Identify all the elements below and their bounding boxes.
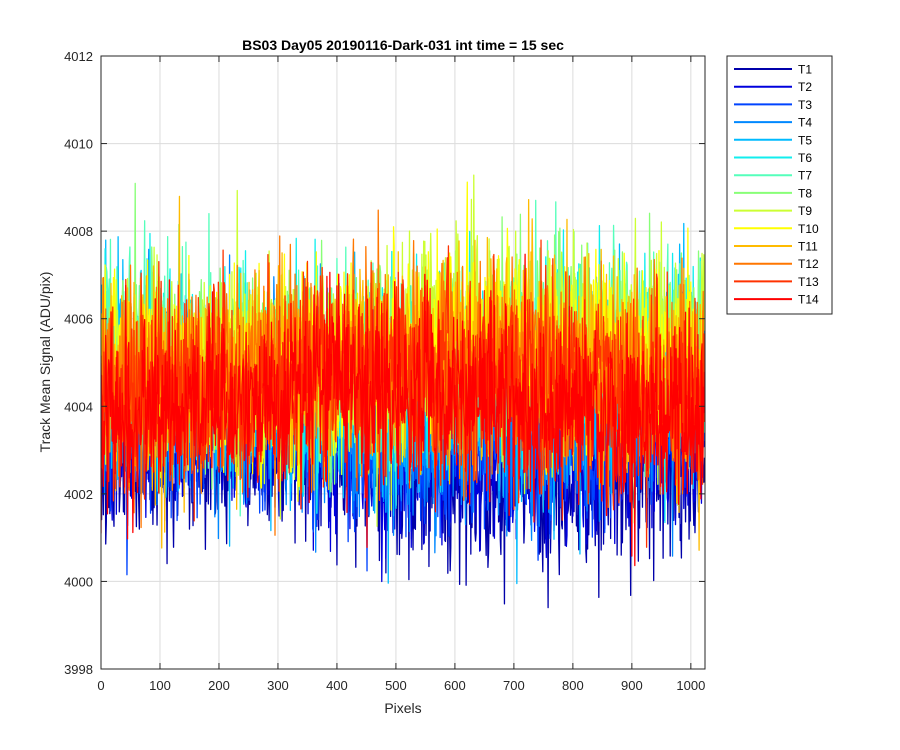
legend-label-t6: T6	[798, 151, 812, 165]
y-tick-label: 4012	[64, 49, 93, 64]
legend-items: T1 T2 T3 T4 T5 T6 T7 T8 T9 T10 T11 T12 T13 T14	[734, 63, 819, 307]
plot-area: 0 100 200 300 400 500 600 700 800 900 1000 3998 4000…	[64, 49, 706, 693]
chart-title: BS03 Day05 20190116-Dark-031 int time = …	[242, 37, 564, 53]
legend-label-t10: T10	[798, 222, 819, 236]
x-tick-label: 800	[562, 678, 584, 693]
legend-box	[726, 55, 833, 315]
legend-label-t11: T11	[798, 240, 818, 254]
y-tick-label: 4008	[64, 224, 93, 239]
x-tick-label: 900	[621, 678, 643, 693]
legend-label-t4: T4	[798, 116, 812, 130]
legend-label-t13: T13	[798, 275, 819, 289]
legend-label-t5: T5	[798, 133, 812, 147]
x-axis-label: Pixels	[384, 700, 421, 716]
legend-label-t8: T8	[798, 186, 812, 200]
y-tick-label: 4006	[64, 312, 93, 327]
x-tick-label: 400	[326, 678, 348, 693]
axis-ticks: 0 100 200 300 400 500 600 700 800 900 1000 3998 4000…	[64, 49, 705, 693]
x-tick-label: 600	[444, 678, 466, 693]
y-tick-label: 4010	[64, 137, 93, 152]
y-tick-label: 4002	[64, 487, 93, 502]
series-line-t13	[101, 239, 705, 548]
legend-label-t12: T12	[798, 257, 819, 271]
y-tick-label: 4004	[64, 399, 93, 414]
series-line-t14	[101, 253, 705, 567]
legend-label-t7: T7	[798, 169, 812, 183]
legend-label-t9: T9	[798, 204, 812, 218]
y-tick-label: 3998	[64, 662, 93, 677]
x-tick-label: 200	[208, 678, 230, 693]
x-tick-label: 0	[97, 678, 104, 693]
y-tick-label: 4000	[64, 574, 93, 589]
legend: T1 T2 T3 T4 T5 T6 T7 T8 T9 T10 T11 T12 T13 T14	[726, 55, 833, 315]
x-tick-label: 700	[503, 678, 525, 693]
x-tick-label: 1000	[676, 678, 705, 693]
series-group	[101, 174, 705, 609]
x-tick-label: 500	[385, 678, 407, 693]
y-axis-label: Track Mean Signal (ADU/pix)	[37, 272, 53, 453]
x-tick-label: 100	[149, 678, 171, 693]
x-tick-label: 300	[267, 678, 289, 693]
legend-label-t3: T3	[798, 98, 812, 112]
legend-label-t1: T1	[798, 63, 812, 77]
axes-box	[100, 55, 706, 670]
legend-label-t14: T14	[798, 293, 819, 307]
legend-label-t2: T2	[798, 80, 812, 94]
